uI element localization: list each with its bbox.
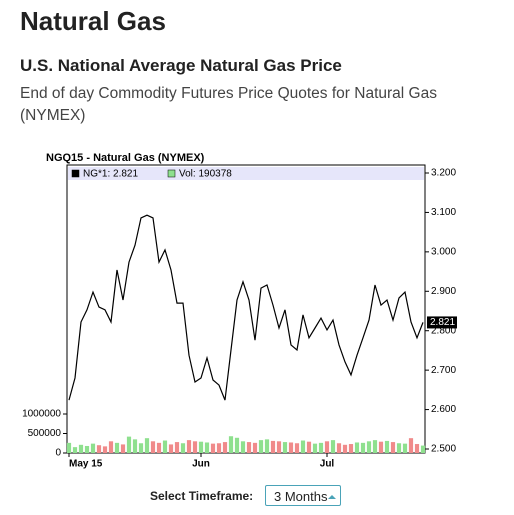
volume-bar xyxy=(102,446,108,453)
volume-bar xyxy=(330,440,336,453)
volume-bar xyxy=(246,442,252,453)
volume-bar xyxy=(192,441,198,453)
volume-bar xyxy=(402,443,408,453)
volume-bar xyxy=(348,444,354,453)
volume-bar xyxy=(324,441,330,453)
volume-bar xyxy=(360,442,366,453)
volume-bar xyxy=(420,445,426,453)
volume-bar xyxy=(282,442,288,453)
volume-bar xyxy=(300,440,306,453)
volume-bar xyxy=(90,443,96,453)
page-title: Natural Gas xyxy=(20,6,166,36)
volume-bar xyxy=(240,441,246,453)
y-tick-label: 2.700 xyxy=(431,365,456,376)
volume-bar xyxy=(366,441,372,453)
volume-bar xyxy=(378,441,384,453)
volume-bar xyxy=(66,442,72,453)
volume-bar xyxy=(126,436,132,453)
volume-bar xyxy=(150,441,156,453)
volume-bar xyxy=(174,442,180,453)
x-tick-label: May 15 xyxy=(69,459,103,470)
volume-bar xyxy=(396,443,402,453)
volume-bar xyxy=(72,447,78,453)
volume-bar xyxy=(168,444,174,453)
volume-bar xyxy=(288,442,294,453)
volume-bar xyxy=(186,440,192,453)
y2-tick-label: 500000 xyxy=(28,428,62,439)
last-price-label: 2.821 xyxy=(430,317,455,328)
chart-title: NGQ15 - Natural Gas (NYMEX) xyxy=(46,152,205,164)
volume-bar xyxy=(390,442,396,453)
page-description: End of day Commodity Futures Price Quote… xyxy=(20,85,437,124)
volume-bar xyxy=(252,442,258,453)
volume-bar xyxy=(228,436,234,453)
legend-swatch xyxy=(71,169,80,178)
y-tick-label: 2.600 xyxy=(431,404,456,415)
volume-bar xyxy=(180,443,186,453)
volume-bar xyxy=(204,442,210,453)
volume-bar xyxy=(96,445,102,453)
volume-bar xyxy=(342,444,348,453)
legend-label: Vol: 190378 xyxy=(179,169,232,180)
legend-label: NG*1: 2.821 xyxy=(83,169,138,180)
volume-bar xyxy=(144,438,150,453)
price-line xyxy=(68,214,424,401)
volume-bar xyxy=(306,441,312,453)
volume-bar xyxy=(198,441,204,453)
volume-bar xyxy=(408,438,414,453)
volume-bar xyxy=(162,440,168,453)
volume-bar xyxy=(222,442,228,453)
volume-bar xyxy=(294,443,300,453)
y-tick-label: 3.200 xyxy=(431,168,456,179)
volume-bar xyxy=(210,443,216,453)
volume-bar xyxy=(414,444,420,453)
volume-bar xyxy=(216,443,222,453)
volume-bar xyxy=(258,440,264,453)
legend-bar xyxy=(68,167,424,180)
volume-bar xyxy=(276,441,282,453)
volume-bar xyxy=(132,439,138,453)
volume-bar xyxy=(114,442,120,453)
volume-bar xyxy=(108,441,114,453)
volume-bar xyxy=(78,444,84,453)
volume-bar xyxy=(384,440,390,453)
volume-bar xyxy=(156,442,162,453)
y-tick-label: 2.500 xyxy=(431,444,456,455)
legend-swatch xyxy=(167,169,176,178)
volume-bar xyxy=(336,443,342,453)
timeframe-select[interactable]: 3 Months xyxy=(265,485,341,506)
y-tick-label: 2.800 xyxy=(431,325,456,336)
volume-bar xyxy=(264,439,270,453)
volume-bar xyxy=(270,440,276,453)
y2-tick-label: 1000000 xyxy=(22,409,61,420)
y-tick-label: 2.900 xyxy=(431,286,456,297)
plot-frame xyxy=(66,164,426,454)
volume-bar xyxy=(120,444,126,453)
y-tick-label: 3.100 xyxy=(431,207,456,218)
volume-bar xyxy=(84,445,90,453)
chart: NGQ15 - Natural Gas (NYMEX) 2.500 2.600 2.… xyxy=(22,152,457,470)
page-subtitle: U.S. National Average Natural Gas Price xyxy=(20,56,342,75)
volume-bar xyxy=(354,442,360,453)
x-tick-label: Jun xyxy=(192,459,210,470)
volume-bar xyxy=(318,442,324,453)
volume-bar xyxy=(372,440,378,453)
volume-bar xyxy=(312,443,318,453)
timeframe-label: Select Timeframe: xyxy=(150,489,254,503)
y-tick-label: 3.000 xyxy=(431,246,456,257)
last-price-tag xyxy=(427,316,457,329)
volume-bar xyxy=(138,443,144,453)
volume-bar xyxy=(234,437,240,453)
x-tick-label: Jul xyxy=(320,459,335,470)
y2-tick-label: 0 xyxy=(55,448,61,459)
